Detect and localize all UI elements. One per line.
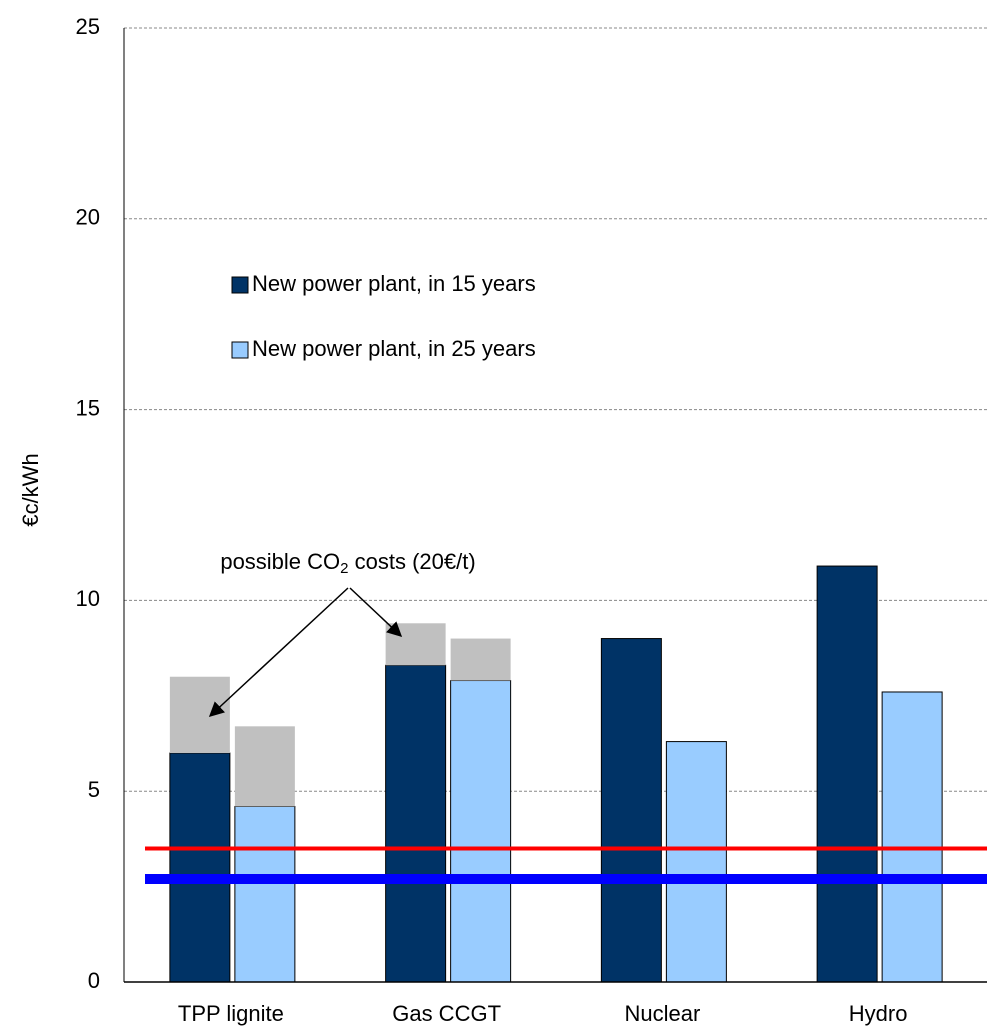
x-tick-label: Gas CCGT — [392, 1001, 501, 1026]
arrow — [208, 587, 349, 718]
legend-label: New power plant, in 15 years — [252, 271, 536, 296]
bar — [234, 805, 296, 983]
bar — [816, 565, 878, 983]
bar — [665, 741, 727, 983]
legend-swatch — [231, 341, 249, 359]
y-tick-label: 5 — [88, 777, 100, 802]
bar — [169, 752, 231, 983]
bar — [385, 664, 447, 983]
x-tick-label: Hydro — [849, 1001, 908, 1026]
y-tick-label: 20 — [76, 205, 100, 230]
co2-segment — [234, 726, 295, 807]
y-tick-label: 25 — [76, 14, 100, 39]
y-tick-label: 10 — [76, 586, 100, 611]
bar — [600, 638, 662, 983]
bar — [881, 691, 943, 983]
co2-segment — [450, 638, 511, 681]
y-axis-label: €c/kWh — [18, 453, 43, 526]
arrow — [349, 587, 403, 638]
legend-swatch — [231, 276, 249, 294]
x-tick-label: TPP lignite — [178, 1001, 284, 1026]
annotation: possible CO2 costs (20€/t) — [220, 549, 475, 577]
y-tick-label: 0 — [88, 968, 100, 993]
bar — [450, 680, 512, 983]
legend-label: New power plant, in 25 years — [252, 336, 536, 361]
x-tick-label: Nuclear — [624, 1001, 700, 1026]
co2-segment — [169, 676, 230, 754]
y-tick-label: 15 — [76, 395, 100, 420]
